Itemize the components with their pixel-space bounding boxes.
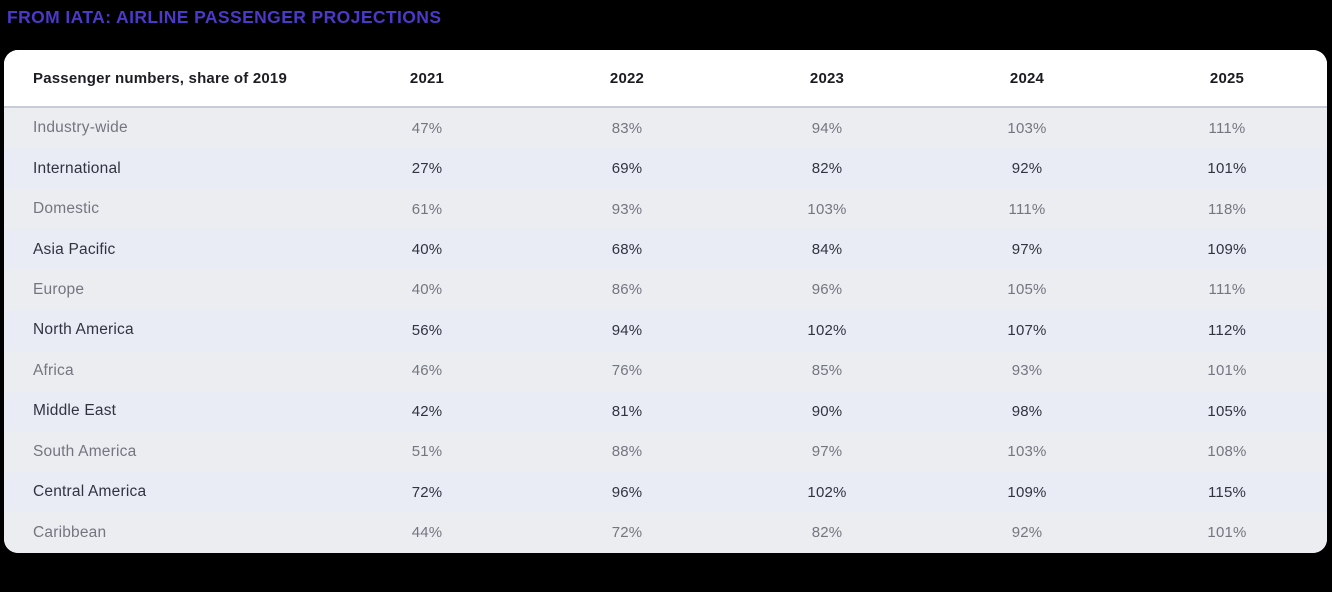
cell-2024: 107% [1007, 321, 1047, 339]
table-row-central-america: Central America 72% 96% 102% 109% 115% [4, 471, 1327, 513]
cell-2024: 105% [1007, 281, 1047, 299]
cell-2022: 88% [611, 443, 643, 461]
row-label: Domestic [33, 200, 100, 218]
column-header-2023: 2023 [809, 69, 845, 87]
cell-2022: 72% [611, 524, 643, 542]
cell-2023: 85% [811, 362, 843, 380]
row-label: Europe [33, 280, 85, 298]
table-row-industry-wide: Industry-wide 47% 83% 94% 103% 111% [4, 108, 1327, 149]
cell-2025: 112% [1207, 321, 1247, 339]
table-row-middle-east: Middle East 42% 81% 90% 98% 105% [4, 391, 1327, 432]
table-header-row: Passenger numbers, share of 2019 2021 20… [4, 50, 1327, 108]
table-row-international: International 27% 69% 82% 92% 101% [4, 148, 1327, 189]
table-row-domestic: Domestic 61% 93% 103% 111% 118% [4, 188, 1327, 230]
cell-2024: 103% [1007, 443, 1047, 461]
cell-2021: 46% [411, 362, 443, 380]
cell-2022: 81% [611, 402, 643, 420]
cell-2023: 84% [811, 241, 843, 259]
cell-2022: 68% [611, 241, 643, 259]
cell-2023: 82% [811, 524, 843, 542]
column-header-2022: 2022 [609, 69, 645, 87]
row-label: Asia Pacific [33, 240, 116, 258]
row-label: South America [33, 442, 137, 460]
cell-2021: 72% [411, 483, 443, 501]
cell-2024: 109% [1007, 483, 1047, 501]
cell-2022: 69% [611, 160, 643, 178]
cell-2021: 56% [411, 321, 443, 339]
cell-2024: 103% [1007, 119, 1047, 137]
cell-2021: 61% [411, 200, 443, 218]
cell-2023: 82% [811, 160, 843, 178]
cell-2024: 111% [1008, 200, 1046, 218]
cell-2022: 76% [611, 362, 643, 380]
cell-2025: 108% [1207, 443, 1247, 461]
row-label: International [33, 159, 121, 177]
cell-2025: 101% [1207, 362, 1247, 380]
cell-2021: 44% [411, 524, 443, 542]
row-label: Central America [33, 483, 147, 501]
cell-2021: 40% [411, 241, 443, 259]
cell-2022: 93% [611, 200, 643, 218]
row-label: Middle East [33, 402, 117, 420]
table-header-label: Passenger numbers, share of 2019 [33, 69, 288, 87]
page-title: FROM IATA: AIRLINE PASSENGER PROJECTIONS [7, 7, 442, 27]
table-row-africa: Africa 46% 76% 85% 93% 101% [4, 350, 1327, 392]
cell-2025: 101% [1207, 160, 1247, 178]
row-label: Caribbean [33, 523, 107, 541]
cell-2022: 86% [611, 281, 643, 299]
cell-2025: 109% [1207, 241, 1247, 259]
cell-2023: 96% [811, 281, 843, 299]
cell-2023: 90% [811, 402, 843, 420]
column-header-2021: 2021 [409, 69, 445, 87]
cell-2023: 94% [811, 119, 843, 137]
cell-2025: 105% [1207, 402, 1247, 420]
cell-2021: 47% [411, 119, 443, 137]
cell-2023: 103% [807, 200, 847, 218]
row-label: Industry-wide [33, 119, 128, 137]
cell-2021: 42% [411, 402, 443, 420]
cell-2025: 111% [1208, 119, 1246, 137]
table-card: Passenger numbers, share of 2019 2021 20… [4, 50, 1327, 553]
cell-2025: 111% [1208, 281, 1246, 299]
cell-2025: 101% [1207, 524, 1247, 542]
cell-2023: 97% [811, 443, 843, 461]
table-row-south-america: South America 51% 88% 97% 103% 108% [4, 431, 1327, 472]
row-label: North America [33, 321, 134, 339]
cell-2021: 51% [411, 443, 443, 461]
row-label: Africa [33, 361, 74, 379]
table-row-caribbean: Caribbean 44% 72% 82% 92% 101% [4, 512, 1327, 553]
cell-2023: 102% [807, 483, 847, 501]
table-row-asia-pacific: Asia Pacific 40% 68% 84% 97% 109% [4, 229, 1327, 270]
cell-2024: 92% [1011, 524, 1043, 542]
cell-2025: 115% [1207, 483, 1247, 501]
cell-2023: 102% [807, 321, 847, 339]
cell-2025: 118% [1207, 200, 1247, 218]
column-header-2025: 2025 [1209, 69, 1245, 87]
cell-2022: 94% [611, 321, 643, 339]
table-row-north-america: North America 56% 94% 102% 107% 112% [4, 310, 1327, 351]
cell-2024: 93% [1011, 362, 1043, 380]
cell-2022: 96% [611, 483, 643, 501]
cell-2021: 27% [411, 160, 443, 178]
cell-2022: 83% [611, 119, 643, 137]
column-header-2024: 2024 [1009, 69, 1045, 87]
cell-2024: 97% [1011, 241, 1043, 259]
cell-2021: 40% [411, 281, 443, 299]
cell-2024: 92% [1011, 160, 1043, 178]
table-row-europe: Europe 40% 86% 96% 105% 111% [4, 269, 1327, 311]
cell-2024: 98% [1011, 402, 1043, 420]
